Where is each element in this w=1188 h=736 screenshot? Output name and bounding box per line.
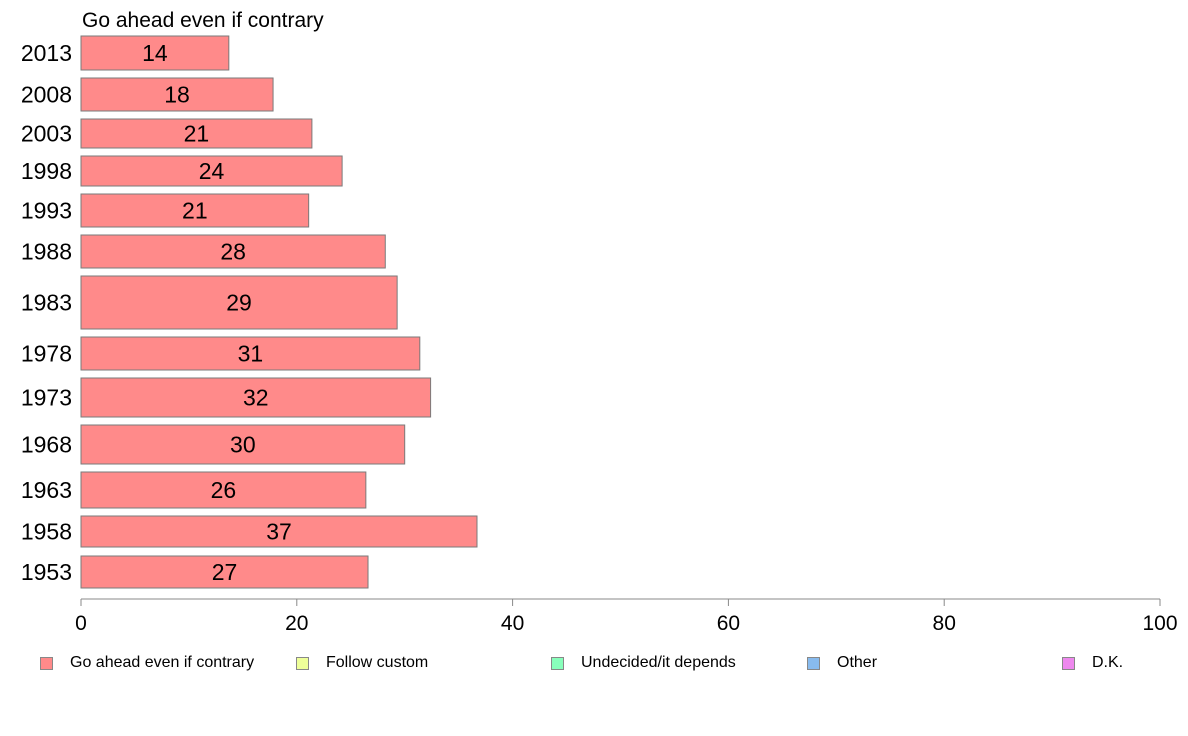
bar-1988 — [80, 234, 386, 269]
legend-label: Follow custom — [326, 654, 429, 671]
data-label-1958: 37 — [266, 519, 292, 545]
legend-swatch — [296, 656, 309, 670]
category-label-1973: 1973 — [21, 385, 72, 411]
x-axis: 0 20 40 60 80 100 — [75, 598, 1178, 635]
data-label-1963: 26 — [211, 477, 237, 503]
category-label-2013: 2013 — [21, 40, 72, 66]
data-label-2013: 14 — [142, 40, 168, 66]
legend-item-go-ahead: Go ahead even if contrary — [40, 652, 254, 674]
chart-title: Go ahead even if contrary — [82, 9, 324, 32]
x-tick-label-40: 40 — [501, 612, 524, 635]
data-label-2008: 18 — [164, 82, 190, 108]
x-tick-label-100: 100 — [1142, 612, 1177, 635]
bar-2003 — [80, 118, 313, 149]
bar-1973 — [80, 377, 432, 418]
bar-1958 — [80, 515, 478, 548]
legend-swatch — [807, 656, 820, 670]
x-tick-label-60: 60 — [717, 612, 740, 635]
legend-swatch — [40, 656, 53, 670]
category-label-2008: 2008 — [21, 82, 72, 108]
bar-1998 — [80, 155, 343, 187]
x-tick-label-20: 20 — [285, 612, 308, 635]
category-label-1988: 1988 — [21, 239, 72, 265]
category-label-1993: 1993 — [21, 198, 72, 224]
data-label-1998: 24 — [199, 158, 225, 184]
x-tick-label-0: 0 — [75, 612, 87, 635]
category-label-1963: 1963 — [21, 477, 72, 503]
data-label-1978: 31 — [238, 341, 264, 367]
legend-label: Go ahead even if contrary — [70, 654, 255, 671]
bar-2008 — [80, 77, 274, 112]
data-label-1953: 27 — [212, 559, 238, 585]
legend-label: Other — [837, 654, 878, 671]
data-label-1988: 28 — [220, 239, 246, 265]
category-label-1968: 1968 — [21, 432, 72, 458]
category-label-1978: 1978 — [21, 341, 72, 367]
data-label-1993: 21 — [182, 198, 208, 224]
data-label-1968: 30 — [230, 432, 256, 458]
bar-1993 — [80, 193, 310, 228]
legend-swatch — [1062, 656, 1075, 670]
category-label-1953: 1953 — [21, 559, 72, 585]
bar-2013 — [80, 35, 230, 71]
category-label-1983: 1983 — [21, 290, 72, 316]
legend-item-undecided: Undecided/it depends — [551, 652, 736, 674]
x-tick-label-80: 80 — [933, 612, 956, 635]
legend-label: D.K. — [1092, 654, 1124, 671]
legend: Go ahead even if contrary Follow custom … — [0, 652, 1188, 674]
legend-label: Undecided/it depends — [581, 654, 736, 671]
data-label-2003: 21 — [184, 121, 210, 147]
legend-swatch — [551, 656, 564, 670]
category-label-2003: 2003 — [21, 121, 72, 147]
legend-item-other: Other — [807, 652, 877, 674]
bar-1963 — [80, 471, 367, 509]
legend-item-dk: D.K. — [1062, 652, 1123, 674]
bar-1983 — [80, 275, 398, 330]
category-label-1998: 1998 — [21, 158, 72, 184]
data-label-1973: 32 — [243, 385, 269, 411]
data-label-1983: 29 — [226, 290, 252, 316]
bar-1953 — [80, 555, 369, 589]
legend-item-follow-custom: Follow custom — [296, 652, 428, 674]
category-label-1958: 1958 — [21, 519, 72, 545]
bar-1978 — [80, 336, 421, 371]
bar-chart: Go ahead even if contrary 14 2013 18 2008 21… — [21, 9, 1178, 635]
bar-1968 — [80, 424, 406, 465]
